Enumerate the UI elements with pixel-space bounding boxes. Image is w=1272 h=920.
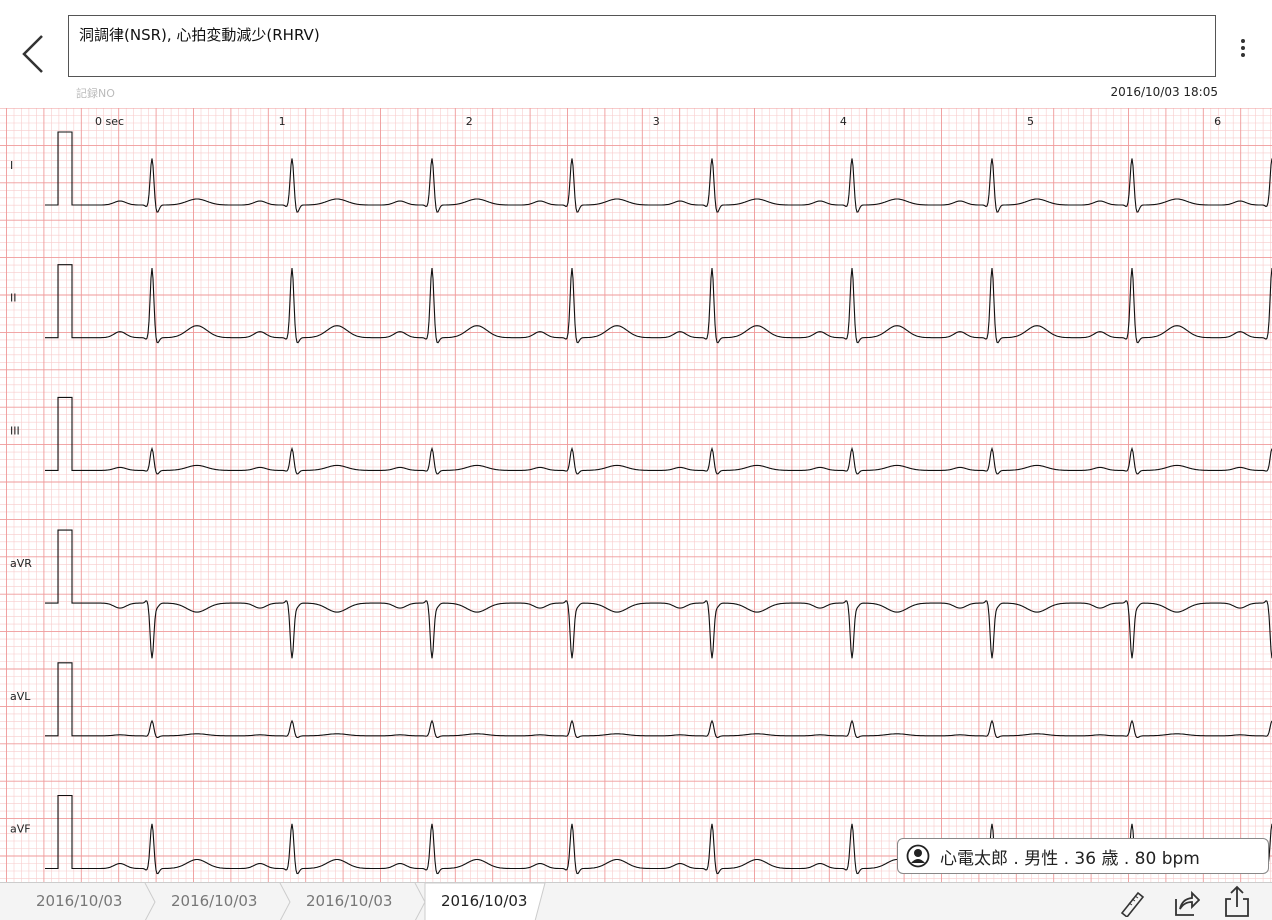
time-label: 1 <box>279 115 286 128</box>
record-datetime: 2016/10/03 18:05 <box>1110 85 1218 99</box>
export-icon[interactable] <box>1222 885 1252 917</box>
patient-text: 心電太郎 . 男性 . 36 歳 . 80 bpm <box>940 848 1200 869</box>
lead-label: III <box>10 424 20 437</box>
person-icon <box>906 844 930 868</box>
lead-label: I <box>10 159 13 172</box>
patient-info: 心電太郎 . 男性 . 36 歳 . 80 bpm <box>897 838 1269 874</box>
menu-button[interactable] <box>1236 36 1250 62</box>
grid-minor <box>0 108 1272 882</box>
record-no: 記録NO <box>76 87 115 100</box>
time-label: 6 <box>1214 115 1221 128</box>
share-icon[interactable] <box>1170 887 1200 917</box>
ecg-trace <box>45 264 1272 344</box>
time-label: 2 <box>466 115 473 128</box>
time-label: 5 <box>1027 115 1034 128</box>
date-tab[interactable]: 2016/10/03 <box>171 892 258 910</box>
back-button[interactable] <box>18 32 48 76</box>
lead-label: II <box>10 292 17 305</box>
date-tab[interactable]: 2016/10/03 <box>441 892 528 910</box>
ecg-trace <box>45 396 1272 475</box>
diagnosis-box[interactable]: 洞調律(NSR), 心拍変動減少(RHRV) <box>68 15 1216 77</box>
ecg-trace <box>45 662 1272 739</box>
tab-separators <box>144 883 546 920</box>
lead-label: aVR <box>10 557 32 570</box>
date-tab[interactable]: 2016/10/03 <box>306 892 393 910</box>
ecg-trace <box>45 131 1272 213</box>
ruler-icon[interactable] <box>1118 889 1146 917</box>
grid-major <box>0 108 1272 882</box>
time-label: 3 <box>653 115 660 128</box>
time-label: 4 <box>840 115 847 128</box>
ecg-trace <box>45 529 1272 659</box>
date-tab[interactable]: 2016/10/03 <box>36 892 123 910</box>
diagnosis: 洞調律(NSR), 心拍変動減少(RHRV) <box>79 26 320 44</box>
time-label: 0 sec <box>95 115 124 128</box>
tab-bar: 2016/10/03 2016/10/03 2016/10/03 2016/10/03 <box>0 882 1272 920</box>
lead-label: aVF <box>10 823 31 836</box>
lead-label: aVL <box>10 690 31 703</box>
